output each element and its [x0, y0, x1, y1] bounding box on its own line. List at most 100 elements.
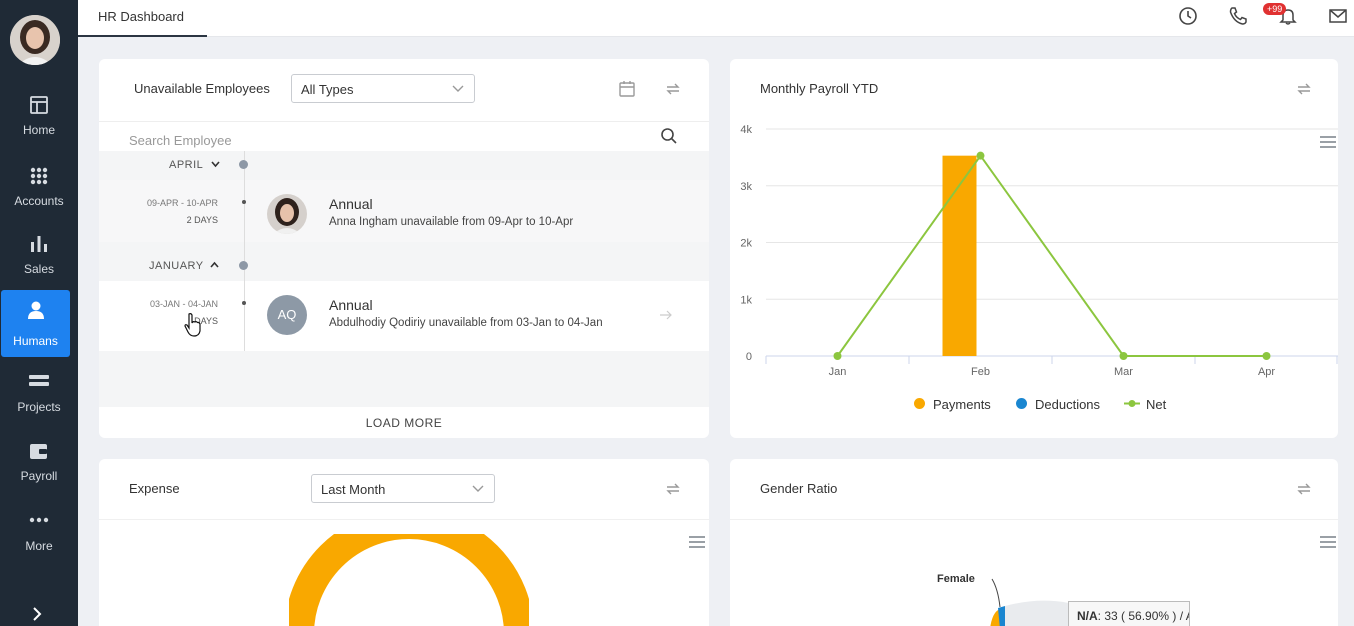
sidebar-item-label: Accounts	[14, 194, 64, 208]
timeline: APRIL 09-APR - 10-APR 2 DAYS Annual Anna…	[99, 151, 709, 407]
mail-icon[interactable]	[1328, 6, 1348, 26]
chevron-down-icon	[452, 85, 464, 92]
chevron-down-icon	[211, 161, 220, 168]
clock-icon[interactable]	[1178, 6, 1198, 26]
grid-icon	[30, 167, 48, 185]
tooltip-label: N/A	[1077, 609, 1098, 623]
user-avatar[interactable]	[10, 15, 60, 65]
sidebar-item-label: Humans	[13, 334, 58, 348]
sidebar: Home Accounts Sales Humans Projects Payr…	[0, 0, 78, 626]
arrow-right-icon[interactable]	[659, 310, 673, 320]
leave-date: 03-JAN - 04-JAN	[149, 299, 218, 309]
timeline-line	[244, 281, 245, 351]
legend-swatch-deductions	[1016, 398, 1027, 409]
home-icon	[30, 96, 48, 114]
top-bar: HR Dashboard	[78, 0, 1354, 37]
refresh-icon[interactable]	[664, 480, 682, 498]
timeline-dot	[242, 200, 246, 204]
notification-badge: +99	[1263, 3, 1287, 15]
card-title: Unavailable Employees	[134, 81, 270, 96]
sidebar-item-more[interactable]: More	[0, 503, 78, 570]
sidebar-item-payroll[interactable]: Payroll	[0, 434, 78, 501]
x-tick-label: Feb	[971, 366, 990, 378]
avatar	[267, 194, 307, 234]
line-net	[836, 153, 1267, 357]
sidebar-item-humans[interactable]: Humans	[1, 290, 70, 357]
tooltip-value: : 33 ( 56.90% ) / A	[1097, 609, 1190, 623]
list-item[interactable]: 03-JAN - 04-JAN DAYS AQ Annual Abdulhodi…	[99, 281, 709, 351]
timeline-line	[244, 180, 245, 242]
leave-date: 09-APR - 10-APR	[146, 198, 218, 208]
search-icon[interactable]	[660, 127, 678, 145]
leave-type: Annual	[329, 196, 373, 212]
period-filter-select[interactable]: Last Month	[311, 474, 495, 503]
refresh-icon[interactable]	[1295, 480, 1313, 498]
hand-cursor-icon	[184, 313, 201, 337]
employee-search[interactable]: Search Employee	[99, 121, 709, 151]
sidebar-item-label: Sales	[23, 262, 55, 276]
point-net	[1119, 352, 1128, 360]
female-label: Female	[937, 573, 975, 585]
month-header-april[interactable]: APRIL	[169, 159, 220, 171]
expense-donut-chart	[289, 534, 529, 626]
refresh-icon[interactable]	[664, 80, 682, 98]
timeline-dot	[239, 160, 248, 169]
leave-days: 2 DAYS	[186, 215, 218, 225]
divider	[730, 519, 1338, 520]
bar-chart-icon	[31, 236, 47, 252]
y-tick-label: 2k	[740, 238, 752, 250]
payroll-chart: 0 1k 2k 3k 4k Jan Feb Mar Apr	[740, 124, 1338, 378]
sidebar-item-projects[interactable]: Projects	[0, 365, 78, 432]
timeline-dot	[239, 261, 248, 270]
monthly-payroll-card: Monthly Payroll YTD 0 1k 2k 3k 4k Jan Feb Mar Ap…	[730, 59, 1338, 438]
x-tick-label: Jan	[829, 366, 847, 378]
chart-menu-icon[interactable]	[1320, 536, 1336, 548]
legend-deductions[interactable]: Deductions	[1035, 397, 1101, 412]
tab-hr-dashboard[interactable]: HR Dashboard	[78, 0, 207, 37]
projects-icon	[29, 375, 49, 386]
sidebar-item-label: Payroll	[20, 469, 58, 483]
sidebar-item-accounts[interactable]: Accounts	[0, 159, 78, 226]
legend-payments[interactable]: Payments	[933, 397, 991, 412]
y-tick-label: 3k	[740, 181, 752, 193]
sidebar-item-label: Projects	[17, 400, 61, 414]
chart-menu-icon[interactable]	[1320, 136, 1336, 148]
avatar: AQ	[267, 295, 307, 335]
sidebar-item-label: More	[25, 539, 53, 553]
chevron-up-icon	[210, 261, 219, 268]
card-title: Monthly Payroll YTD	[760, 81, 879, 96]
type-filter-select[interactable]: All Types	[291, 74, 475, 103]
list-item[interactable]: 09-APR - 10-APR 2 DAYS Annual Anna Ingha…	[99, 180, 709, 242]
timeline-dot	[242, 301, 246, 305]
chart-menu-icon[interactable]	[689, 536, 705, 548]
leave-type: Annual	[329, 297, 373, 313]
legend-net[interactable]: Net	[1146, 397, 1167, 412]
search-input[interactable]: Search Employee	[129, 133, 232, 148]
refresh-icon[interactable]	[1295, 80, 1313, 98]
y-tick-label: 0	[746, 351, 752, 363]
chart-tooltip: N/A: 33 ( 56.90% ) / A	[1068, 601, 1190, 626]
month-label: JANUARY	[149, 260, 204, 272]
leave-days: DAYS	[194, 316, 218, 326]
sidebar-item-label: Home	[22, 123, 55, 137]
leave-description: Abdulhodiy Qodiriy unavailable from 03-J…	[329, 317, 603, 329]
month-header-january[interactable]: JANUARY	[149, 260, 219, 272]
phone-icon[interactable]	[1228, 6, 1248, 26]
legend-swatch-payments	[914, 398, 925, 409]
gender-ratio-card: Gender Ratio Female	[730, 459, 1338, 626]
chevron-right-icon[interactable]	[27, 604, 47, 624]
load-more-button[interactable]: LOAD MORE	[365, 416, 443, 430]
expense-card: Expense Last Month	[99, 459, 709, 626]
timeline-line	[244, 151, 245, 351]
point-net	[1262, 352, 1271, 360]
select-value: All Types	[301, 82, 354, 97]
sidebar-item-sales[interactable]: Sales	[0, 227, 78, 294]
sidebar-item-home[interactable]: Home	[0, 88, 78, 155]
person-icon	[27, 301, 44, 319]
calendar-icon[interactable]	[618, 80, 636, 98]
bar-payments	[942, 155, 977, 356]
y-tick-label: 1k	[740, 294, 752, 306]
chevron-down-icon	[472, 485, 484, 492]
card-title: Gender Ratio	[760, 481, 838, 496]
y-tick-label: 4k	[740, 124, 752, 136]
